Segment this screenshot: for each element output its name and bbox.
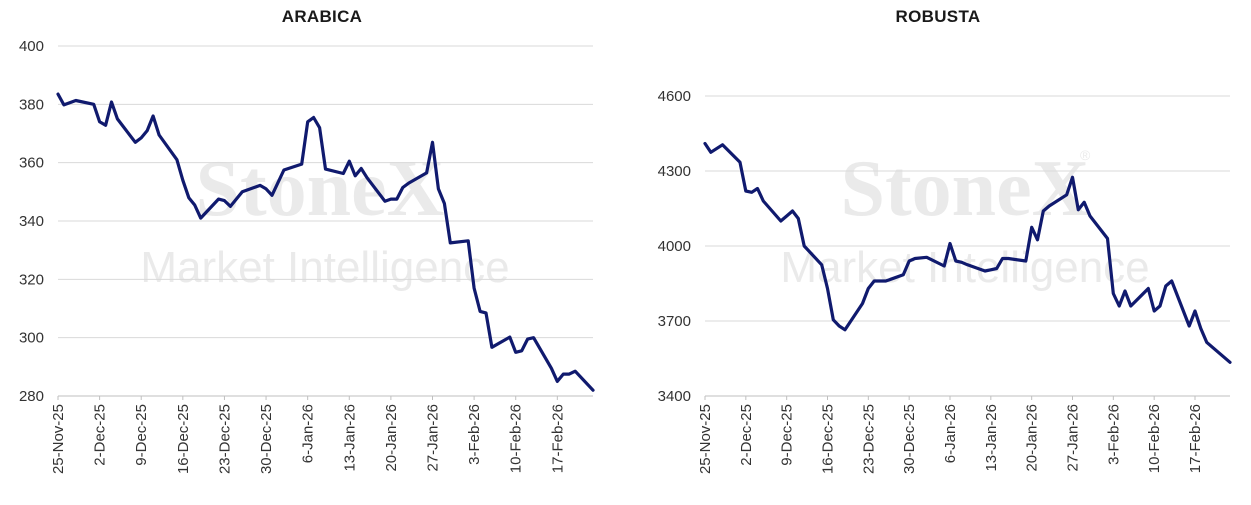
robusta-x-tick-label: 10-Feb-26 bbox=[1146, 404, 1163, 473]
watermark-registered-mark: ® bbox=[1080, 147, 1091, 163]
arabica-x-tick-label: 30-Dec-25 bbox=[258, 404, 275, 474]
robusta-x-tick-label: 2-Dec-25 bbox=[738, 404, 755, 466]
robusta-y-tick-label: 3400 bbox=[658, 388, 691, 405]
arabica-y-tick-label: 360 bbox=[19, 155, 44, 172]
robusta-x-tick-label: 3-Feb-26 bbox=[1105, 404, 1122, 465]
robusta-chart: StoneX ® Market Intelligence 3400 3700 400… bbox=[658, 88, 1232, 474]
robusta-x-tick-label: 13-Jan-26 bbox=[983, 404, 1000, 472]
watermark-tagline: Market Intelligence bbox=[140, 243, 509, 292]
arabica-x-tick-label: 13-Jan-26 bbox=[341, 404, 358, 472]
arabica-y-tick-label: 300 bbox=[19, 330, 44, 347]
arabica-y-tick-label: 380 bbox=[19, 96, 44, 113]
robusta-x-tick-label: 17-Feb-26 bbox=[1187, 404, 1204, 473]
arabica-y-tick-label: 280 bbox=[19, 388, 44, 405]
arabica-price-line bbox=[56, 92, 595, 392]
arabica-x-tick-label: 25-Nov-25 bbox=[50, 404, 67, 474]
robusta-x-tick-label: 20-Jan-26 bbox=[1024, 404, 1041, 472]
robusta-x-tick-label: 6-Jan-26 bbox=[942, 404, 959, 463]
arabica-x-tick-label: 2-Dec-25 bbox=[92, 404, 109, 466]
arabica-y-tick-label: 400 bbox=[19, 38, 44, 55]
robusta-x-tick-label: 27-Jan-26 bbox=[1065, 404, 1082, 472]
arabica-x-tick-label: 9-Dec-25 bbox=[133, 404, 150, 466]
arabica-x-tick-label: 6-Jan-26 bbox=[300, 404, 317, 463]
arabica-x-tick-label: 17-Feb-26 bbox=[549, 404, 566, 473]
arabica-chart-panel: ARABICA StoneX Market Intelligence 280 30… bbox=[0, 0, 620, 505]
robusta-y-tick-label: 3700 bbox=[658, 313, 691, 330]
arabica-x-tick-label: 10-Feb-26 bbox=[508, 404, 525, 473]
robusta-x-tick-label: 16-Dec-25 bbox=[820, 404, 837, 474]
watermark-brand: StoneX bbox=[196, 145, 445, 233]
robusta-y-tick-label: 4300 bbox=[658, 163, 691, 180]
robusta-chart-title: ROBUSTA bbox=[895, 7, 981, 26]
robusta-y-tick-label: 4600 bbox=[658, 88, 691, 105]
arabica-y-tick-label: 320 bbox=[19, 271, 44, 288]
robusta-x-tick-label: 30-Dec-25 bbox=[901, 404, 918, 474]
robusta-price-line bbox=[703, 141, 1232, 364]
arabica-x-tick-label: 27-Jan-26 bbox=[425, 404, 442, 472]
watermark: StoneX ® Market Intelligence bbox=[780, 145, 1149, 292]
robusta-y-tick-label: 4000 bbox=[658, 238, 691, 255]
arabica-x-tick-label: 16-Dec-25 bbox=[175, 404, 192, 474]
robusta-x-tick-label: 25-Nov-25 bbox=[697, 404, 714, 474]
arabica-x-tick-label: 20-Jan-26 bbox=[383, 404, 400, 472]
robusta-x-tick-label: 9-Dec-25 bbox=[779, 404, 796, 466]
watermark-brand: StoneX bbox=[841, 145, 1090, 233]
arabica-y-tick-label: 340 bbox=[19, 213, 44, 230]
arabica-chart-title: ARABICA bbox=[281, 7, 363, 26]
arabica-x-tick-label: 23-Dec-25 bbox=[216, 404, 233, 474]
arabica-x-tick-label: 3-Feb-26 bbox=[466, 404, 483, 465]
arabica-chart: StoneX Market Intelligence 280 300 320 340 3… bbox=[19, 38, 595, 474]
watermark-tagline: Market Intelligence bbox=[780, 243, 1149, 292]
robusta-chart-panel: ROBUSTA StoneX ® Market Intelligence 340… bbox=[625, 0, 1251, 505]
robusta-x-tick-label: 23-Dec-25 bbox=[860, 404, 877, 474]
